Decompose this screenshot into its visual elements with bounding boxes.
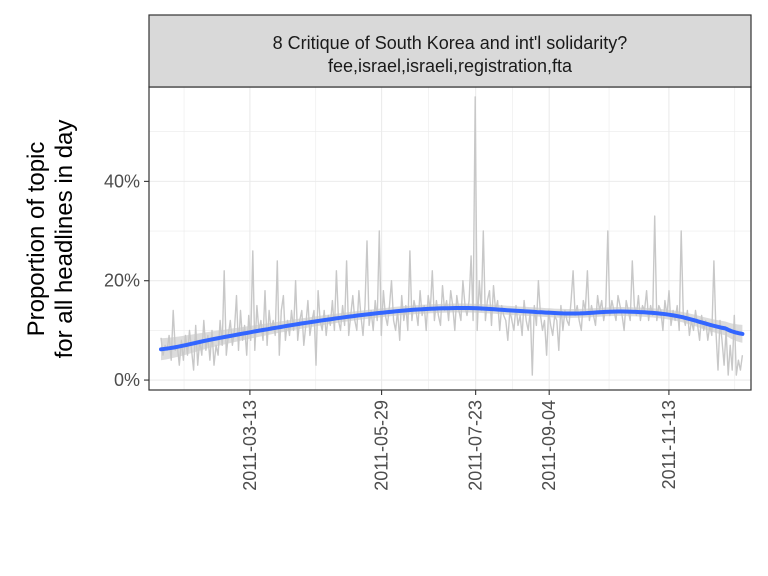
grid-lines <box>149 87 751 390</box>
strip-title-line1: 8 Critique of South Korea and int'l soli… <box>273 33 628 53</box>
y-axis-title-line1: Proportion of topic <box>23 142 50 337</box>
y-axis-title: Proportion of topic for all headlines in… <box>23 120 78 359</box>
raw-line <box>160 96 744 376</box>
x-tick-label: 2011-03-13 <box>240 400 260 491</box>
y-tick-label: 40% <box>104 171 140 191</box>
y-axis-title-line2: for all headlines in day <box>51 120 78 359</box>
x-tick-label: 2011-11-13 <box>659 400 679 489</box>
strip-title-line2: fee,israel,israeli,registration,fta <box>328 56 573 76</box>
x-axis: 2011-03-13 2011-05-29 2011-07-23 2011-09-04… <box>240 390 679 491</box>
y-tick-label: 20% <box>104 271 140 291</box>
x-tick-label: 2011-09-04 <box>539 400 559 491</box>
panel-background <box>149 87 751 390</box>
ribbon-area <box>161 303 743 361</box>
y-tick-label: 0% <box>114 370 140 390</box>
x-tick-label: 2011-05-29 <box>372 400 392 491</box>
y-axis: 0% 20% 40% <box>104 171 149 390</box>
x-tick-label: 2011-07-23 <box>466 400 486 491</box>
raw-series <box>160 96 744 376</box>
smooth-series <box>159 306 745 352</box>
confidence-ribbon <box>161 303 743 361</box>
strip-box <box>148 14 752 88</box>
smooth-line <box>159 306 745 352</box>
